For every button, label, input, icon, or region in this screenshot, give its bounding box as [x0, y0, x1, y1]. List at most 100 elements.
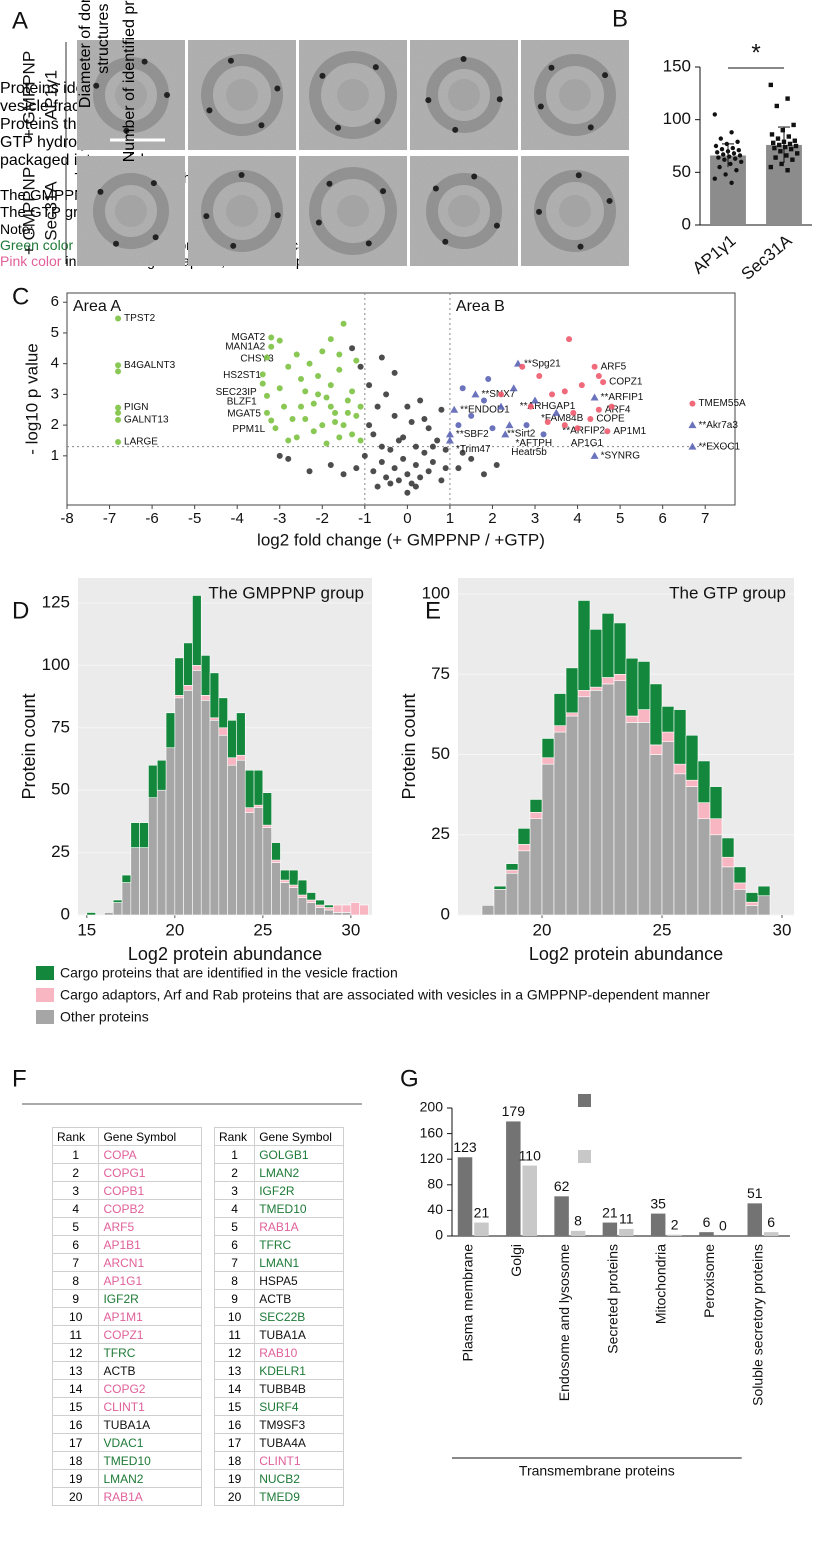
- gene-cell: HSPA5: [254, 1271, 344, 1290]
- data-point: [353, 412, 360, 419]
- rank-cell: 9: [213, 1289, 256, 1308]
- histogram-bar: [341, 912, 352, 916]
- panel-label: B: [612, 5, 628, 32]
- data-point: [263, 392, 270, 399]
- data-point: [773, 155, 778, 160]
- area-label: Area A: [73, 298, 121, 315]
- gold-particle: [496, 96, 503, 103]
- data-point: [357, 437, 364, 444]
- note-color-term: Green color: [0, 237, 74, 253]
- table-header-cell: Gene Symbol: [254, 1127, 344, 1146]
- gene-cell: CLINT1: [98, 1397, 202, 1416]
- value-label: 62: [554, 1178, 570, 1194]
- data-point: [480, 471, 487, 478]
- data-table: Rank Gene Symbol 1 COPA 2 COPG1 3 COPB1 4 COPB2 5 A…: [51, 1127, 202, 1506]
- histogram-bar: [183, 642, 193, 686]
- data-point: [327, 336, 334, 343]
- x-tick-label: -6: [145, 510, 158, 527]
- data-point: [768, 82, 773, 88]
- point-label: GALNT13: [124, 415, 169, 426]
- histogram-bar: [271, 862, 281, 916]
- note-color-term: Pink color: [0, 253, 62, 269]
- point-label: ARF4: [605, 404, 631, 415]
- data-point: [115, 439, 122, 446]
- gold-particle: [152, 234, 159, 241]
- table-row: 14 TUBB4B: [213, 1379, 344, 1398]
- histogram-bar: [297, 894, 308, 898]
- table-row: 3 IGF2R: [213, 1181, 344, 1200]
- rank-cell: 13: [51, 1361, 100, 1380]
- histogram-bar: [200, 695, 211, 701]
- gene-cell: COPG2: [98, 1379, 202, 1398]
- gene-cell: GOLGB1: [254, 1145, 344, 1164]
- value-label: 179: [502, 1103, 526, 1119]
- value-label: 6: [767, 1214, 775, 1230]
- gene-cell: RAB10: [254, 1343, 344, 1362]
- histogram-bar: [332, 904, 343, 913]
- value-label: 35: [650, 1195, 666, 1211]
- x-tick-label: -2: [316, 510, 329, 527]
- data-point: [400, 455, 407, 462]
- gold-particle: [548, 64, 555, 71]
- data-point: [727, 154, 732, 159]
- table-row: 6 TFRC: [213, 1235, 344, 1254]
- histogram-bar: [130, 847, 140, 916]
- histogram-bar: [661, 706, 675, 733]
- gold-particle: [258, 122, 265, 129]
- x-axis-label: Log2 protein abundance: [128, 944, 322, 964]
- histogram-bar: [218, 734, 228, 916]
- gold-particle: [227, 57, 234, 64]
- data-point: [718, 136, 723, 141]
- point-label: **Spg21: [524, 358, 561, 369]
- point-label: **ARFIP2: [562, 425, 605, 436]
- data-point: [115, 416, 122, 423]
- x-tick-label: 5: [616, 510, 624, 527]
- bar: [667, 1234, 682, 1236]
- data-point: [455, 422, 462, 429]
- rank-cell: 4: [51, 1199, 100, 1218]
- y-tick-label: 100: [663, 109, 691, 128]
- donut-center: [115, 195, 147, 227]
- gene-cell: LMAN1: [254, 1253, 344, 1272]
- data-point: [285, 363, 292, 370]
- gold-particle: [587, 124, 594, 131]
- point-label: Heatr5b: [511, 447, 547, 458]
- bar: [522, 1165, 537, 1236]
- histogram-bar: [315, 899, 325, 906]
- gene-cell: ACTB: [254, 1289, 344, 1308]
- gold-particle: [374, 118, 381, 125]
- data-point: [378, 458, 385, 465]
- bar: [650, 1213, 666, 1236]
- histogram-bar: [649, 683, 663, 746]
- data-point: [501, 430, 510, 438]
- donut-center: [337, 195, 369, 227]
- x-tick-label: -4: [231, 510, 244, 527]
- data-point: [319, 348, 326, 355]
- data-point: [310, 400, 317, 407]
- data-point: [259, 380, 266, 387]
- histogram-bar: [613, 680, 627, 916]
- x-tick-label: Endosome and lysosome: [556, 1244, 572, 1401]
- donut-center: [559, 79, 591, 111]
- value-label: 110: [519, 1147, 542, 1163]
- data-point: [787, 141, 793, 147]
- x-tick-label: Golgi: [508, 1244, 524, 1277]
- data-point: [604, 428, 611, 435]
- data-point: [276, 337, 283, 344]
- data-point: [434, 437, 441, 444]
- data-point: [442, 465, 449, 472]
- point-label: AP1G1: [571, 438, 604, 449]
- data-point: [310, 428, 317, 435]
- histogram-bar: [721, 856, 735, 868]
- rank-cell: 8: [51, 1271, 100, 1290]
- gene-cell: TUBA4A: [254, 1433, 344, 1452]
- histogram-bar: [183, 690, 193, 916]
- gold-particle: [602, 72, 609, 79]
- rank-cell: 3: [213, 1181, 256, 1200]
- y-tick-label: 3: [51, 385, 59, 402]
- data-point: [340, 422, 347, 429]
- histogram-bar: [673, 763, 687, 775]
- histogram-bar: [709, 786, 723, 820]
- bar: [619, 1228, 634, 1236]
- rank-cell: 17: [213, 1433, 256, 1452]
